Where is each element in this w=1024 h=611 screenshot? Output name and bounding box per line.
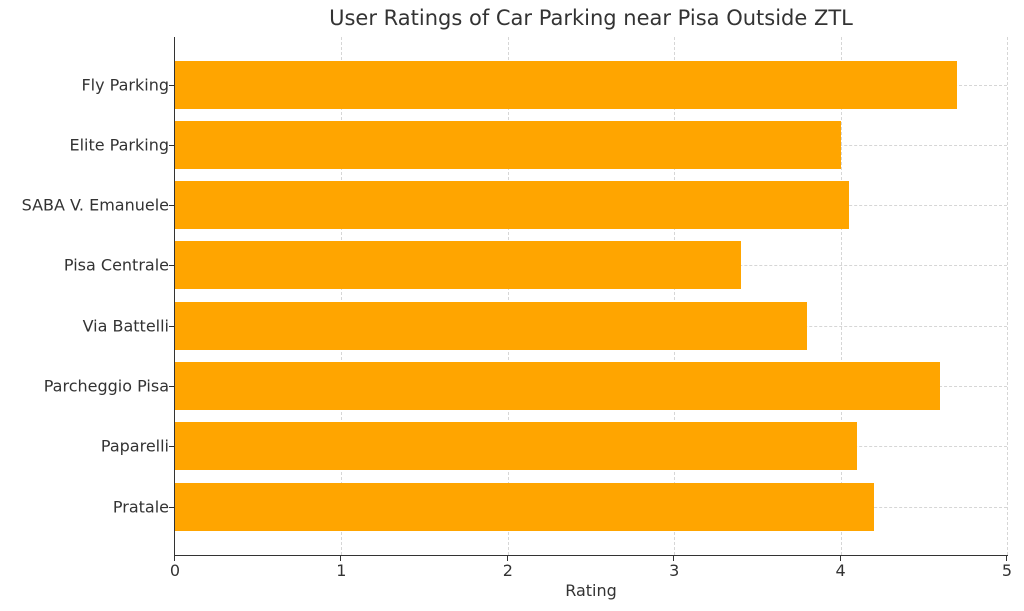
x-axis-label: Rating	[565, 581, 617, 600]
y-tick	[169, 265, 174, 267]
x-tick	[340, 556, 342, 561]
y-tick	[169, 386, 174, 387]
x-tick-label: 1	[336, 561, 347, 580]
grid-line-vertical	[840, 37, 842, 555]
grid-line-vertical	[341, 37, 343, 555]
y-tick	[169, 506, 174, 508]
bar	[175, 362, 941, 410]
x-tick	[174, 556, 175, 561]
y-axis-line	[174, 37, 175, 556]
x-tick-label: 5	[1001, 561, 1013, 580]
y-tick-label: Paparelli	[100, 436, 169, 456]
x-axis-line	[174, 555, 1008, 556]
y-tick-label: Via Battelli	[82, 316, 169, 336]
y-tick-label: SABA V. Emanuele	[21, 195, 169, 215]
x-tick	[839, 556, 841, 561]
y-tick	[169, 325, 174, 327]
x-tick	[506, 556, 508, 561]
y-tick	[169, 446, 174, 448]
y-tick-label: Fly Parking	[81, 75, 169, 94]
x-tick-label: 4	[835, 561, 846, 580]
y-tick	[169, 205, 174, 207]
bar	[175, 241, 741, 290]
x-tick-label: 3	[669, 561, 680, 580]
grid-line-vertical	[507, 37, 509, 555]
bar	[175, 482, 874, 531]
y-tick	[169, 84, 174, 86]
y-tick-label: Pratale	[112, 497, 169, 517]
bar	[175, 181, 849, 230]
grid-line-vertical	[674, 37, 676, 555]
plot-area	[175, 37, 1008, 555]
x-tick-label: 2	[502, 561, 513, 580]
bar	[175, 422, 858, 471]
y-tick	[169, 144, 174, 146]
grid-line-vertical	[1007, 37, 1008, 555]
y-tick-label: Pisa Centrale	[63, 255, 169, 275]
chart-title: User Ratings of Car Parking near Pisa Ou…	[329, 6, 853, 30]
bar	[175, 301, 808, 350]
y-tick-label: Parcheggio Pisa	[43, 376, 169, 396]
x-tick-label: 0	[169, 561, 181, 580]
x-tick	[673, 556, 675, 561]
x-tick	[1006, 556, 1007, 561]
bar	[175, 60, 958, 109]
y-tick-label: Elite Parking	[69, 135, 169, 155]
bar	[175, 120, 841, 169]
